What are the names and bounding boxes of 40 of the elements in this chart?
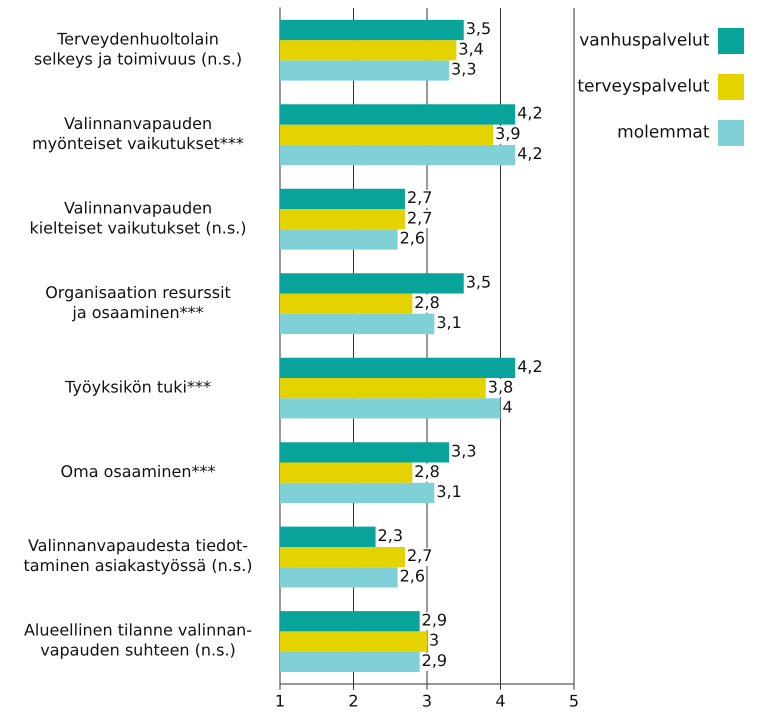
x-tick-label: 1: [274, 692, 286, 711]
data-label: 3,1: [436, 313, 462, 332]
legend-label: molemmat: [617, 122, 710, 142]
data-label: 3,3: [451, 441, 477, 460]
data-label: 3,1: [436, 482, 462, 502]
data-label: 3,8: [488, 377, 514, 396]
x-tick-label: 2: [348, 692, 359, 711]
data-label: 4,2: [517, 104, 543, 123]
y-tick-label: Alueellinen tilanne valinnan- vapauden suhteen (n.s.): [24, 620, 252, 660]
x-tick-label: 3: [422, 692, 432, 711]
data-label: 2,6: [400, 228, 426, 248]
y-tick-label: Valinnanvapauden myönteiset vaikutukset***: [32, 114, 244, 153]
y-tick-label: Valinnanvapaudesta tiedot- taminen asiakastyössä (n.s.): [23, 536, 253, 576]
x-tick-label: 5: [568, 692, 580, 711]
data-label: 3,5: [466, 272, 492, 292]
data-label: 2,9: [422, 610, 448, 630]
x-tick-label: 4: [495, 692, 506, 711]
data-label: 2,7: [406, 188, 432, 208]
data-label: 4,2: [517, 144, 543, 164]
data-label: 2,3: [378, 526, 404, 545]
data-label: 2,8: [414, 292, 440, 312]
data-label: 4,2: [517, 357, 543, 376]
data-label: 3: [429, 630, 440, 650]
data-label: 2,7: [406, 208, 432, 228]
data-label: 2,8: [414, 462, 440, 481]
legend-label: terveyspalvelut: [577, 76, 710, 96]
y-tick-label: Oma osaaminen***: [60, 462, 216, 481]
data-label: 2,6: [400, 566, 426, 586]
y-tick-label: Valinnanvapauden kielteiset vaikutukset (n.s.): [29, 198, 247, 238]
data-label: 4: [502, 398, 513, 417]
y-tick-label: Terveydenhuoltolain selkeys ja toimivuus (n.s.): [34, 29, 242, 68]
data-label: 3,4: [458, 39, 484, 58]
legend-label: vanhuspalvelut: [579, 30, 710, 50]
data-label: 3,9: [495, 124, 521, 143]
y-tick-label: Organisaation resurssit ja osaaminen***: [45, 282, 231, 322]
y-tick-label: Työyksikön tuki***: [64, 377, 211, 396]
data-label: 2,9: [422, 650, 448, 670]
data-label: 3,5: [466, 19, 492, 38]
data-label: 2,7: [406, 546, 432, 566]
data-label: 3,3: [451, 60, 477, 79]
